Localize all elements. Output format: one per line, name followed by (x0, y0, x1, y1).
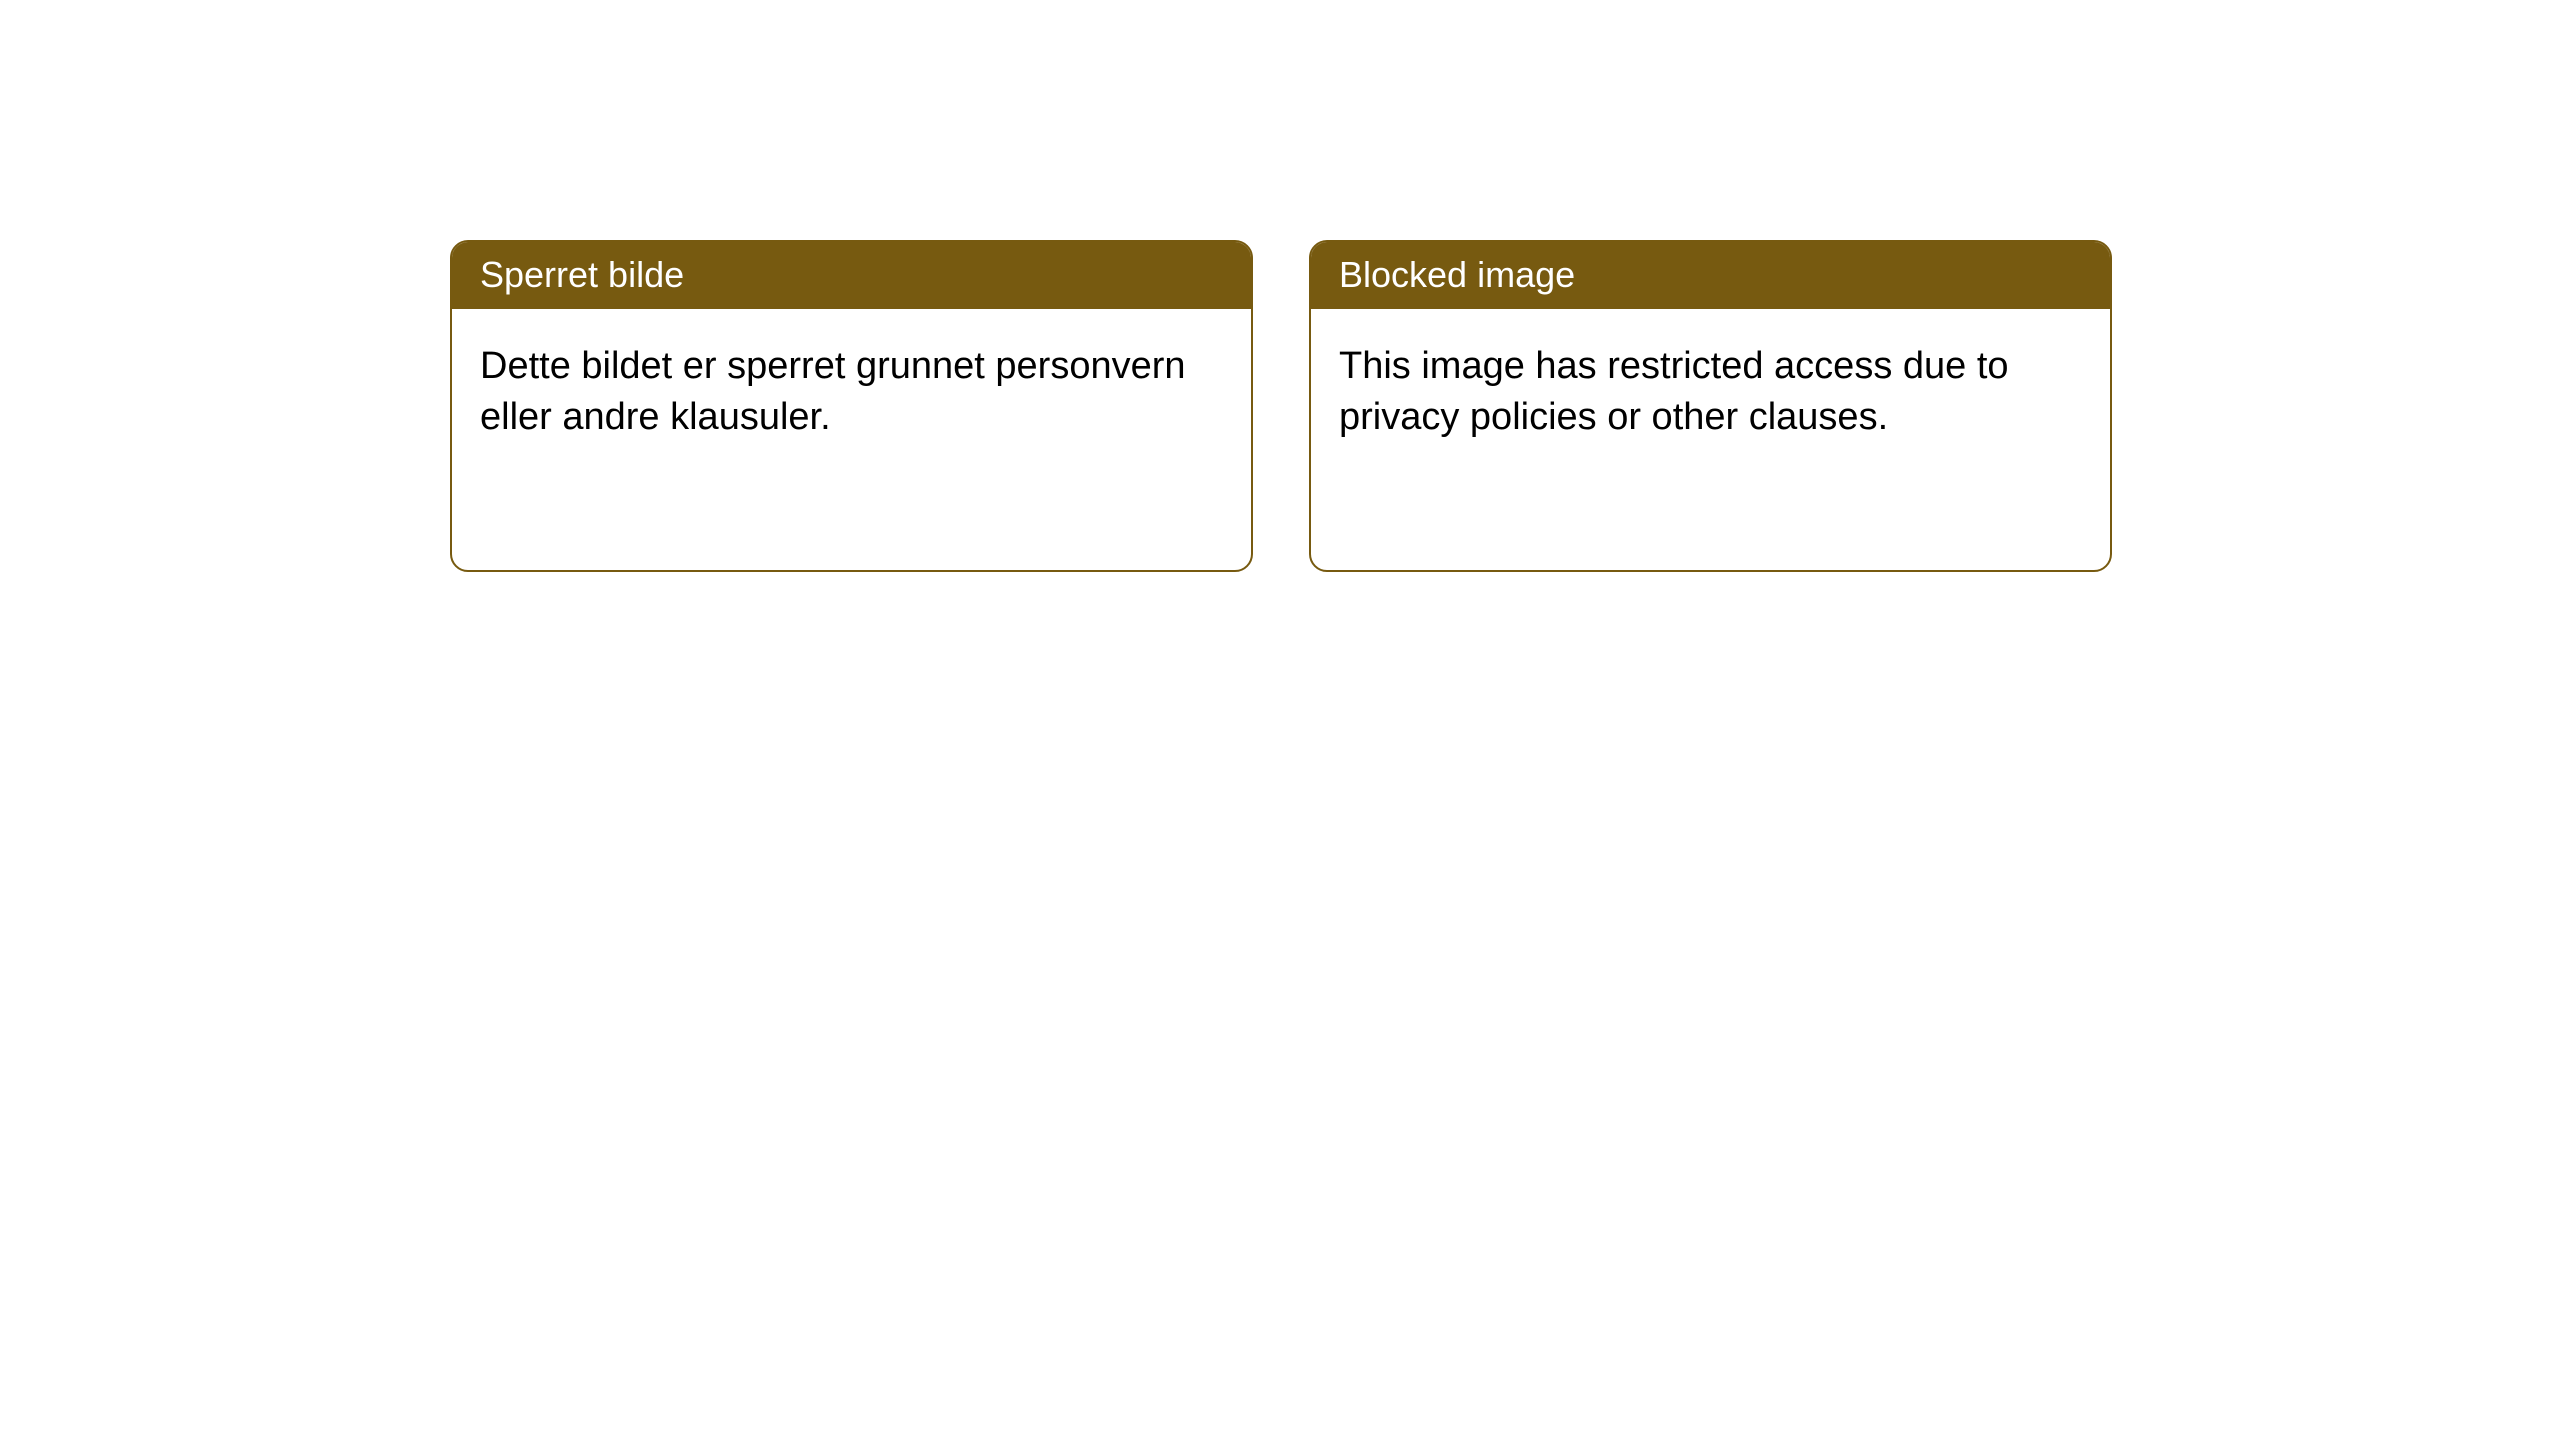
notice-title: Sperret bilde (480, 254, 684, 295)
notice-message: Dette bildet er sperret grunnet personve… (480, 345, 1186, 438)
notice-header: Sperret bilde (452, 242, 1251, 309)
notice-message: This image has restricted access due to … (1339, 345, 2009, 438)
notice-box-norwegian: Sperret bilde Dette bildet er sperret gr… (450, 240, 1253, 572)
notice-header: Blocked image (1311, 242, 2110, 309)
notice-body: Dette bildet er sperret grunnet personve… (452, 309, 1251, 476)
notice-title: Blocked image (1339, 254, 1575, 295)
notice-body: This image has restricted access due to … (1311, 309, 2110, 476)
notice-container: Sperret bilde Dette bildet er sperret gr… (450, 240, 2112, 572)
notice-box-english: Blocked image This image has restricted … (1309, 240, 2112, 572)
